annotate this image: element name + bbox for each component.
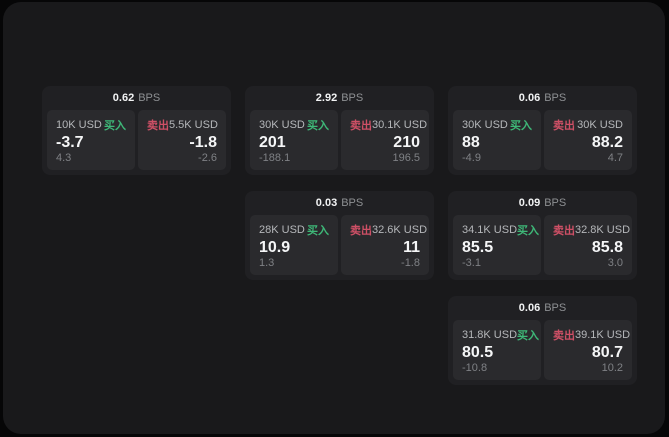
quote-card[interactable]: 2.92 BPS 30K USD 买入 201 -188.1 卖出 30.1K … bbox=[245, 86, 434, 175]
sell-label: 卖出 bbox=[553, 120, 575, 132]
sell-delta: 196.5 bbox=[392, 152, 420, 164]
quote-card[interactable]: 0.62 BPS 10K USD 买入 -3.7 4.3 卖出 5.5K USD bbox=[42, 86, 231, 175]
bps-unit: BPS bbox=[341, 92, 364, 104]
card-header: 0.03 BPS bbox=[245, 191, 434, 215]
buy-price: -3.7 bbox=[56, 133, 84, 151]
sell-amount: 30K USD bbox=[577, 119, 623, 131]
sell-label: 卖出 bbox=[147, 120, 169, 132]
sell-panel[interactable]: 卖出 32.8K USD 85.8 3.0 bbox=[544, 215, 632, 275]
quote-card[interactable]: 0.06 BPS 31.8K USD 买入 80.5 -10.8 卖出 39.1… bbox=[448, 296, 637, 385]
sell-delta: 4.7 bbox=[607, 152, 623, 164]
sell-price: 210 bbox=[393, 133, 420, 151]
sell-amount: 30.1K USD bbox=[372, 119, 428, 131]
buy-label: 买入 bbox=[104, 120, 126, 132]
bps-unit: BPS bbox=[544, 197, 567, 209]
sell-panel[interactable]: 卖出 39.1K USD 80.7 10.2 bbox=[544, 320, 632, 380]
buy-delta: -188.1 bbox=[259, 152, 291, 164]
sell-amount: 5.5K USD bbox=[169, 119, 218, 131]
sell-price: 85.8 bbox=[591, 238, 623, 256]
buy-price: 10.9 bbox=[259, 238, 291, 256]
buy-label: 买入 bbox=[307, 120, 329, 132]
sell-amount: 32.6K USD bbox=[372, 224, 428, 236]
buy-price: 85.5 bbox=[462, 238, 494, 256]
buy-amount: 34.1K USD bbox=[462, 224, 518, 236]
sell-panel[interactable]: 卖出 32.6K USD 11 -1.8 bbox=[341, 215, 429, 275]
card-header: 0.62 BPS bbox=[42, 86, 231, 110]
buy-panel[interactable]: 30K USD 买入 88 -4.9 bbox=[453, 110, 541, 170]
buy-panel[interactable]: 34.1K USD 买入 85.5 -3.1 bbox=[453, 215, 541, 275]
card-header: 0.06 BPS bbox=[448, 86, 637, 110]
bps-value: 0.06 bbox=[518, 302, 541, 314]
buy-amount: 30K USD bbox=[462, 119, 508, 131]
sell-panel[interactable]: 卖出 30.1K USD 210 196.5 bbox=[341, 110, 429, 170]
buy-delta: 1.3 bbox=[259, 257, 275, 269]
buy-panel[interactable]: 28K USD 买入 10.9 1.3 bbox=[250, 215, 338, 275]
sell-label: 卖出 bbox=[553, 330, 575, 342]
buy-amount: 30K USD bbox=[259, 119, 305, 131]
buy-panel[interactable]: 10K USD 买入 -3.7 4.3 bbox=[47, 110, 135, 170]
buy-label: 买入 bbox=[517, 330, 540, 342]
buy-amount: 28K USD bbox=[259, 224, 305, 236]
sell-delta: 3.0 bbox=[607, 257, 623, 269]
card-header: 2.92 BPS bbox=[245, 86, 434, 110]
card-body: 28K USD 买入 10.9 1.3 卖出 32.6K USD 11 -1.8 bbox=[250, 215, 429, 275]
quote-card[interactable]: 0.03 BPS 28K USD 买入 10.9 1.3 卖出 32.6K US… bbox=[245, 191, 434, 280]
sell-price: 88.2 bbox=[591, 133, 623, 151]
bps-unit: BPS bbox=[341, 197, 364, 209]
sell-price: 11 bbox=[403, 238, 420, 256]
buy-delta: -4.9 bbox=[462, 152, 481, 164]
bps-value: 0.06 bbox=[518, 92, 541, 104]
sell-label: 卖出 bbox=[350, 120, 372, 132]
sell-price: 80.7 bbox=[591, 343, 623, 361]
bps-unit: BPS bbox=[544, 92, 567, 104]
buy-price: 88 bbox=[462, 133, 480, 151]
card-header: 0.09 BPS bbox=[448, 191, 637, 215]
buy-price: 201 bbox=[259, 133, 286, 151]
sell-delta: -2.6 bbox=[198, 152, 217, 164]
buy-price: 80.5 bbox=[462, 343, 494, 361]
sell-panel[interactable]: 卖出 30K USD 88.2 4.7 bbox=[544, 110, 632, 170]
bps-value: 0.62 bbox=[112, 92, 135, 104]
sell-price: -1.8 bbox=[189, 133, 217, 151]
buy-label: 买入 bbox=[517, 225, 540, 237]
sell-delta: 10.2 bbox=[601, 362, 623, 374]
sell-label: 卖出 bbox=[350, 225, 372, 237]
buy-panel[interactable]: 31.8K USD 买入 80.5 -10.8 bbox=[453, 320, 541, 380]
card-body: 34.1K USD 买入 85.5 -3.1 卖出 32.8K USD 85.8… bbox=[453, 215, 632, 275]
buy-label: 买入 bbox=[510, 120, 532, 132]
bps-unit: BPS bbox=[544, 302, 567, 314]
buy-delta: -3.1 bbox=[462, 257, 481, 269]
card-body: 10K USD 买入 -3.7 4.3 卖出 5.5K USD -1.8 -2.… bbox=[47, 110, 226, 170]
quote-card[interactable]: 0.09 BPS 34.1K USD 买入 85.5 -3.1 卖出 32.8K… bbox=[448, 191, 637, 280]
bps-value: 0.09 bbox=[518, 197, 541, 209]
bps-value: 2.92 bbox=[315, 92, 338, 104]
buy-amount: 31.8K USD bbox=[462, 329, 518, 341]
sell-amount: 32.8K USD bbox=[575, 224, 631, 236]
bps-value: 0.03 bbox=[315, 197, 338, 209]
card-body: 30K USD 买入 88 -4.9 卖出 30K USD 88.2 4.7 bbox=[453, 110, 632, 170]
quote-cards-grid: 0.62 BPS 10K USD 买入 -3.7 4.3 卖出 5.5K USD bbox=[42, 86, 637, 385]
card-header: 0.06 BPS bbox=[448, 296, 637, 320]
quote-card[interactable]: 0.06 BPS 30K USD 买入 88 -4.9 卖出 30K USD bbox=[448, 86, 637, 175]
bps-unit: BPS bbox=[138, 92, 161, 104]
card-body: 30K USD 买入 201 -188.1 卖出 30.1K USD 210 1… bbox=[250, 110, 429, 170]
sell-delta: -1.8 bbox=[401, 257, 420, 269]
sell-amount: 39.1K USD bbox=[575, 329, 631, 341]
sell-panel[interactable]: 卖出 5.5K USD -1.8 -2.6 bbox=[138, 110, 226, 170]
card-body: 31.8K USD 买入 80.5 -10.8 卖出 39.1K USD 80.… bbox=[453, 320, 632, 380]
buy-panel[interactable]: 30K USD 买入 201 -188.1 bbox=[250, 110, 338, 170]
buy-label: 买入 bbox=[307, 225, 329, 237]
buy-delta: -10.8 bbox=[462, 362, 488, 374]
sell-label: 卖出 bbox=[553, 225, 575, 237]
buy-amount: 10K USD bbox=[56, 119, 102, 131]
buy-delta: 4.3 bbox=[56, 152, 72, 164]
app-screen: 0.62 BPS 10K USD 买入 -3.7 4.3 卖出 5.5K USD bbox=[3, 2, 665, 434]
